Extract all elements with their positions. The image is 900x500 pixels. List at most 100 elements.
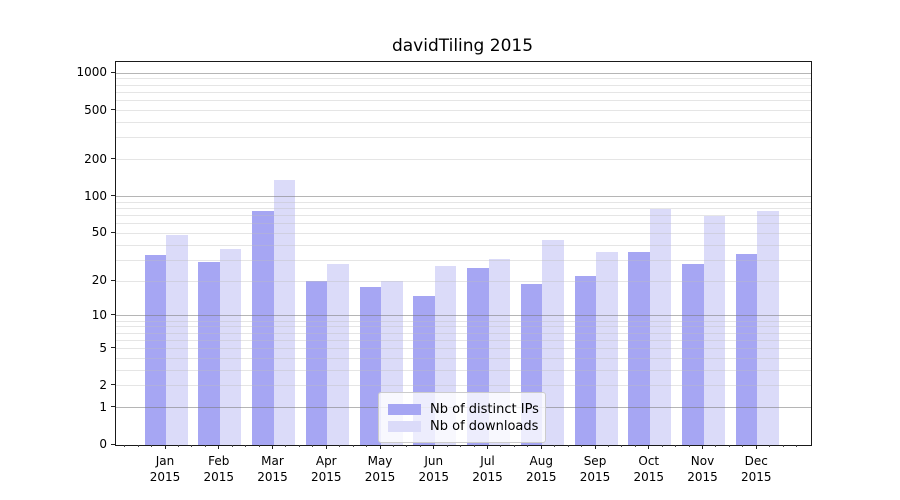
bar-nb-of-downloads-dec-2015	[757, 210, 779, 445]
y-tick-label-1: 1	[99, 399, 107, 414]
x-tick-sep-2015	[594, 445, 596, 449]
bar-nb-of-downloads-feb-2015	[219, 249, 242, 445]
x-tick-label-jan-2015: Jan 2015	[149, 454, 181, 484]
x-minor-tick	[352, 445, 354, 447]
x-minor-tick	[688, 445, 690, 447]
x-minor-tick	[406, 445, 408, 447]
x-minor-tick	[298, 445, 300, 447]
x-tick-dec-2015	[755, 445, 757, 449]
x-tick-jul-2015	[487, 445, 488, 449]
x-minor-tick	[460, 445, 462, 447]
legend-label-distinct-ips: Nb of distinct IPs	[430, 401, 539, 417]
x-minor-tick	[513, 445, 515, 447]
x-tick-may-2015	[379, 445, 381, 449]
bar-nb-of-distinct-ips-dec-2015	[735, 253, 758, 445]
x-tick-nov-2015	[702, 445, 703, 449]
y-tick-label-1000: 1000	[76, 65, 107, 80]
bars-layer	[116, 62, 811, 445]
bar-nb-of-downloads-sep-2015	[596, 252, 618, 445]
x-minor-tick	[728, 445, 730, 447]
x-tick-label-may-2015: May 2015	[364, 454, 396, 484]
x-minor-tick	[567, 445, 569, 447]
y-tick-10	[111, 314, 115, 316]
x-minor-tick	[607, 445, 609, 447]
bar-nb-of-distinct-ips-sep-2015	[574, 276, 596, 445]
x-minor-tick	[715, 445, 717, 447]
x-minor-tick	[312, 445, 314, 447]
x-minor-tick	[366, 445, 368, 447]
x-tick-label-aug-2015: Aug 2015	[525, 454, 557, 484]
x-minor-tick	[634, 445, 636, 447]
x-minor-tick	[177, 445, 179, 447]
x-minor-tick	[446, 445, 448, 447]
legend: Nb of distinct IPs Nb of downloads	[378, 392, 546, 443]
x-tick-apr-2015	[325, 445, 327, 449]
x-minor-tick	[231, 445, 233, 447]
bar-nb-of-downloads-jan-2015	[166, 234, 188, 445]
plot-area: Nb of distinct IPs Nb of downloads	[115, 61, 812, 446]
y-tick-label-500: 500	[84, 102, 107, 117]
x-minor-tick	[661, 445, 663, 447]
x-tick-label-dec-2015: Dec 2015	[740, 454, 772, 484]
legend-label-downloads: Nb of downloads	[430, 418, 539, 434]
x-tick-label-apr-2015: Apr 2015	[310, 454, 342, 484]
x-tick-feb-2015	[218, 445, 220, 449]
bar-nb-of-distinct-ips-mar-2015	[252, 210, 274, 445]
x-tick-jan-2015	[164, 445, 166, 449]
x-minor-tick	[796, 445, 798, 447]
legend-item-distinct-ips: Nb of distinct IPs	[388, 401, 539, 417]
bar-nb-of-distinct-ips-feb-2015	[198, 262, 220, 445]
x-minor-tick	[473, 445, 475, 447]
x-tick-label-sep-2015: Sep 2015	[579, 454, 611, 484]
legend-swatch-distinct-ips	[388, 403, 421, 415]
x-tick-aug-2015	[540, 445, 542, 449]
chart-title: davidTiling 2015	[391, 36, 534, 56]
x-minor-tick	[742, 445, 744, 447]
bar-nb-of-distinct-ips-nov-2015	[682, 263, 704, 445]
x-minor-tick	[339, 445, 341, 447]
y-tick-1000	[111, 71, 115, 73]
x-minor-tick	[769, 445, 771, 447]
x-tick-label-oct-2015: Oct 2015	[633, 454, 665, 484]
x-tick-label-jun-2015: Jun 2015	[418, 454, 450, 484]
y-tick-20	[111, 279, 115, 281]
y-tick-5	[111, 347, 115, 349]
x-tick-label-jul-2015: Jul 2015	[472, 454, 503, 484]
y-tick-label-2: 2	[99, 377, 107, 392]
x-minor-tick	[675, 445, 677, 447]
y-tick-200	[111, 158, 115, 160]
bar-nb-of-distinct-ips-oct-2015	[628, 252, 650, 445]
x-tick-label-mar-2015: Mar 2015	[257, 454, 288, 484]
x-tick-label-feb-2015: Feb 2015	[203, 454, 235, 484]
x-minor-tick	[124, 445, 126, 447]
bar-nb-of-downloads-oct-2015	[649, 208, 672, 445]
y-tick-label-50: 50	[91, 225, 107, 240]
x-minor-tick	[782, 445, 784, 447]
x-tick-jun-2015	[433, 445, 435, 449]
x-minor-tick	[527, 445, 529, 447]
bar-nb-of-downloads-aug-2015	[542, 240, 564, 445]
y-tick-label-200: 200	[84, 151, 107, 166]
y-tick-1	[111, 406, 115, 408]
x-tick-mar-2015	[272, 445, 273, 449]
y-tick-label-20: 20	[91, 273, 107, 288]
y-tick-0	[111, 443, 115, 445]
x-minor-tick	[621, 445, 623, 447]
x-minor-tick	[258, 445, 260, 447]
y-tick-100	[111, 195, 115, 197]
x-minor-tick	[419, 445, 421, 447]
y-tick-label-5: 5	[99, 340, 107, 355]
x-minor-tick	[151, 445, 153, 447]
x-minor-tick	[245, 445, 247, 447]
bar-nb-of-distinct-ips-jan-2015	[144, 255, 166, 445]
legend-swatch-downloads	[388, 420, 421, 432]
bar-nb-of-downloads-apr-2015	[327, 263, 349, 445]
y-tick-label-10: 10	[91, 307, 107, 322]
x-minor-tick	[285, 445, 287, 447]
x-minor-tick	[204, 445, 206, 447]
x-minor-tick	[392, 445, 394, 447]
x-minor-tick	[191, 445, 193, 447]
bar-nb-of-downloads-nov-2015	[703, 215, 725, 445]
x-minor-tick	[137, 445, 139, 447]
